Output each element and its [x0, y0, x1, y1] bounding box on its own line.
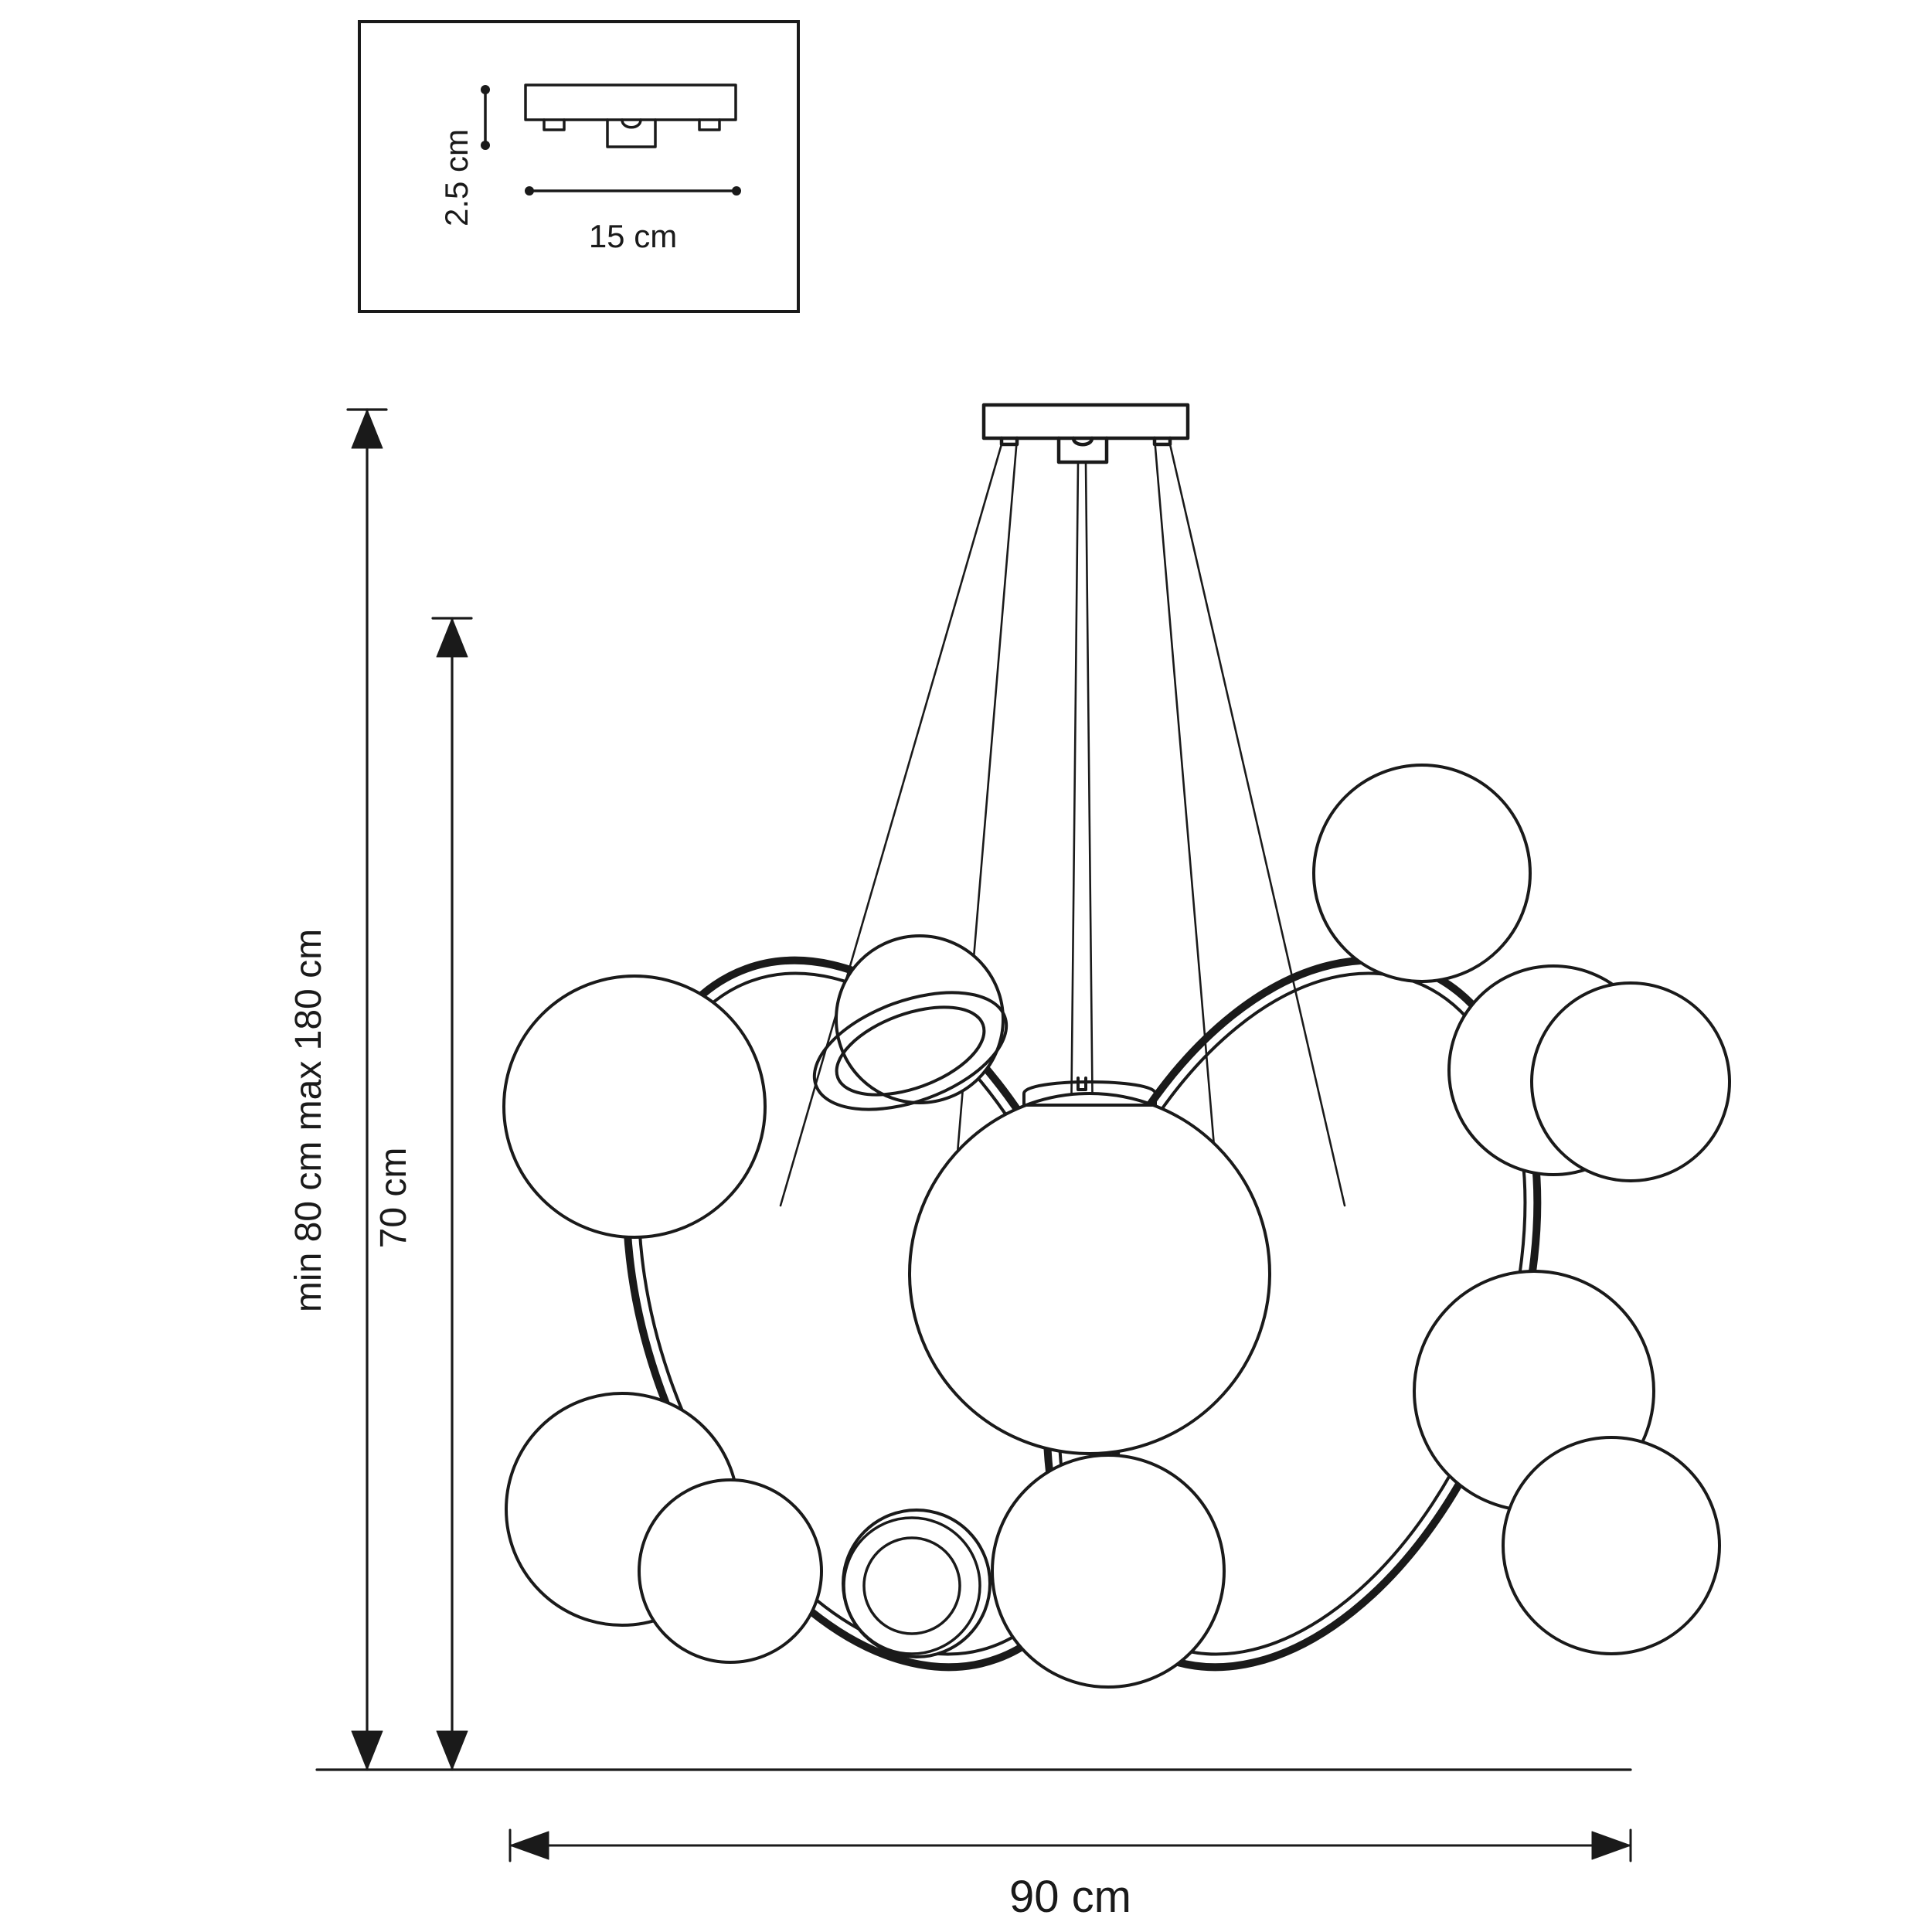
svg-text:15 cm: 15 cm [589, 218, 677, 254]
svg-text:70 cm: 70 cm [373, 1148, 414, 1249]
svg-text:90 cm: 90 cm [1009, 1872, 1131, 1922]
svg-text:min 80 cm max 180 cm: min 80 cm max 180 cm [288, 929, 329, 1312]
svg-text:2.5 cm: 2.5 cm [438, 129, 474, 226]
